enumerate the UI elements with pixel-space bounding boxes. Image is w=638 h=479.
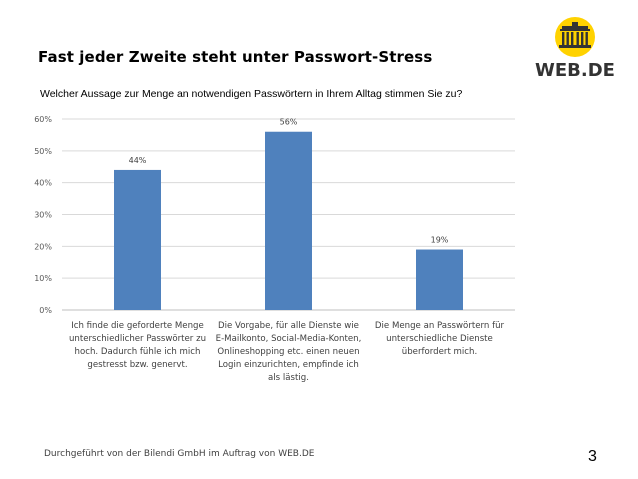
page-number: 3 bbox=[588, 448, 597, 465]
brandenburg-gate-icon bbox=[559, 22, 591, 48]
x-tick-label-line: überfordert mich. bbox=[402, 347, 477, 357]
bar bbox=[265, 131, 312, 310]
y-tick-label: 50% bbox=[34, 147, 52, 156]
data-label: 19% bbox=[431, 236, 449, 245]
x-tick-label: Die Menge an Passwörtern für unterschiedl… bbox=[375, 321, 505, 357]
data-label: 56% bbox=[280, 118, 298, 127]
slide-title: Fast jeder Zweite steht unter Passwort-S… bbox=[38, 48, 433, 66]
bar bbox=[416, 249, 463, 310]
x-tick-label-line: E-Mailkonto, Social-Media-Konten, bbox=[216, 334, 362, 344]
y-tick-label: 60% bbox=[34, 115, 52, 124]
x-tick-label-line: Die Menge an Passwörtern für bbox=[375, 321, 505, 331]
x-tick-label-line: Onlineshopping etc. einen neuen bbox=[217, 347, 359, 357]
x-tick-label-line: hoch. Dadurch fühle ich mich bbox=[75, 347, 201, 357]
bar bbox=[114, 169, 161, 310]
y-tick-label: 20% bbox=[34, 242, 52, 251]
y-tick-label: 30% bbox=[34, 211, 52, 220]
source-note: Durchgeführt von der Bilendi GmbH im Auf… bbox=[44, 449, 315, 459]
x-tick-label-line: gestresst bzw. genervt. bbox=[87, 360, 187, 370]
x-tick-label-line: Login einzurichten, empfinde ich bbox=[218, 360, 359, 370]
logo-text: WEB.DE bbox=[535, 60, 615, 81]
webde-logo: WEB.DE bbox=[535, 17, 615, 81]
y-tick-label: 40% bbox=[34, 179, 52, 188]
x-tick-label-line: als lästig. bbox=[268, 373, 309, 383]
x-tick-label: Ich finde die geforderte Menge unterschie… bbox=[69, 321, 206, 370]
x-tick-label-line: unterschiedliche Dienste bbox=[386, 334, 493, 344]
chart-question: Welcher Aussage zur Menge an notwendigen… bbox=[40, 88, 463, 100]
x-tick-label: Die Vorgabe, für alle Dienste wie E-Mailk… bbox=[216, 321, 362, 383]
y-tick-label: 0% bbox=[39, 306, 52, 315]
y-tick-label: 10% bbox=[34, 274, 52, 283]
x-tick-label-line: Ich finde die geforderte Menge bbox=[71, 321, 204, 331]
x-tick-label-line: unterschiedlicher Passwörter zu bbox=[69, 334, 206, 344]
data-label: 44% bbox=[129, 156, 147, 165]
x-tick-label-line: Die Vorgabe, für alle Dienste wie bbox=[218, 321, 359, 331]
